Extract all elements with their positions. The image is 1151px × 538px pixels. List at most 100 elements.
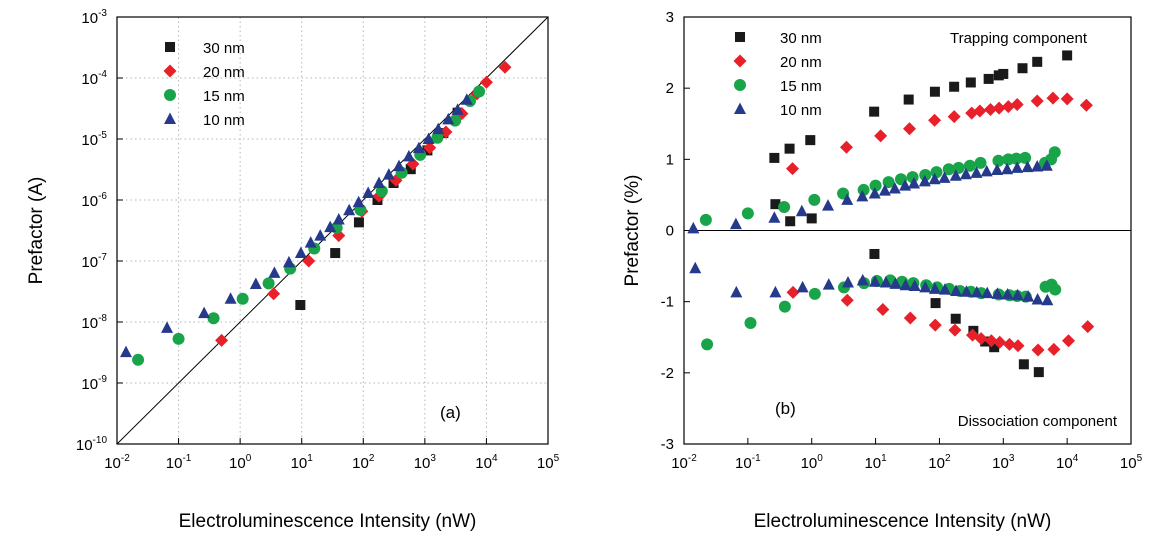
y-tick-label-exponent: -4: [98, 69, 107, 80]
legend-label: 10 nm: [203, 112, 245, 129]
data-point: [1011, 288, 1024, 301]
data-point: [1081, 320, 1095, 334]
data-point: [1033, 367, 1044, 378]
y-tick-label: 10-6: [81, 191, 107, 210]
x-axis-title: Electroluminescence Intensity (nW): [179, 511, 477, 532]
data-point: [841, 275, 854, 288]
y-tick-label-exponent: -8: [98, 313, 107, 324]
y-tick-label: -3: [661, 436, 674, 453]
legend-label: 20 nm: [780, 54, 822, 71]
x-tick-label-base: 10: [928, 455, 945, 472]
data-point: [841, 193, 854, 205]
gridlines: [117, 17, 548, 444]
data-point: [268, 266, 281, 278]
data-point: [382, 168, 395, 180]
y-tick-label: 10-5: [81, 130, 107, 149]
data-point: [479, 75, 493, 89]
legend-marker: [735, 32, 745, 42]
data-point: [991, 287, 1004, 299]
legend-marker: [165, 42, 175, 52]
x-tick-label-exponent: -2: [688, 453, 697, 464]
data-point: [778, 201, 791, 214]
data-point: [908, 279, 921, 292]
data-point: [879, 275, 892, 288]
data-point: [950, 284, 963, 296]
data-point: [1040, 159, 1053, 171]
data-point: [785, 162, 799, 176]
data-point: [808, 287, 821, 300]
x-tick-label-exponent: 3: [1009, 453, 1015, 464]
data-point: [392, 159, 405, 172]
data-point: [806, 213, 817, 224]
data-point: [295, 299, 306, 310]
data-point: [899, 278, 912, 291]
data-point: [768, 211, 781, 223]
data-point: [1046, 91, 1060, 105]
y-tick-label: 10-4: [81, 69, 107, 88]
y-tick-label-base: 10: [81, 71, 98, 88]
data-point: [498, 60, 512, 74]
x-tick-label: 10-1: [166, 453, 192, 472]
data-point: [856, 189, 869, 202]
legend-marker: [163, 64, 177, 78]
data-point: [903, 122, 917, 136]
data-point: [918, 174, 931, 187]
data-point: [796, 280, 809, 293]
legend-marker: [734, 79, 746, 91]
data-point: [948, 323, 962, 337]
data-point: [903, 94, 914, 105]
data-point: [903, 311, 917, 325]
data-point: [352, 195, 365, 208]
data-point: [687, 221, 700, 234]
data-point: [215, 333, 229, 347]
y-tick-label-exponent: -10: [93, 435, 108, 446]
data-point: [1017, 63, 1028, 74]
x-tick-label-base: 10: [291, 455, 308, 472]
data-point: [993, 335, 1007, 349]
data-point: [974, 156, 987, 169]
data-point: [947, 110, 961, 124]
panel-label: (b): [775, 399, 796, 418]
x-tick-label: 10-1: [735, 453, 761, 472]
series-30-nm: [769, 50, 1073, 378]
x-tick-label-base: 10: [1056, 455, 1073, 472]
x-tick-label: 10-2: [671, 453, 697, 472]
plot-frame: [116, 16, 549, 445]
legend-label: 10 nm: [780, 102, 822, 119]
data-point: [888, 182, 901, 194]
annotation-trapping: Trapping component: [950, 30, 1088, 47]
data-point: [928, 172, 941, 185]
data-point: [981, 286, 994, 299]
data-point: [963, 159, 976, 172]
data-point: [1022, 290, 1035, 302]
data-point: [304, 236, 317, 248]
data-point: [770, 199, 781, 210]
chart-panel-a: 10-2 10-1 100 101 102 103 104 10510-1010-910-81…: [26, 8, 560, 532]
data-point: [970, 166, 983, 178]
data-point: [423, 141, 437, 155]
data-point: [729, 217, 742, 230]
x-tick-label: 100: [801, 453, 824, 472]
legend-label: 20 nm: [203, 64, 245, 81]
x-tick-label: 104: [1056, 453, 1079, 472]
x-tick-label: 101: [864, 453, 887, 472]
x-tick-label: 105: [1120, 453, 1143, 472]
data-point: [795, 204, 808, 217]
data-point: [874, 129, 888, 143]
data-point: [938, 171, 951, 183]
data-point: [950, 313, 961, 324]
data-point: [353, 217, 364, 228]
data-point: [1001, 288, 1014, 300]
x-tick-label-exponent: 2: [369, 453, 375, 464]
x-tick-label-base: 10: [671, 455, 688, 472]
series-15-nm: [132, 85, 486, 366]
data-point: [919, 280, 932, 293]
data-point: [1060, 92, 1074, 106]
x-tick-label-exponent: -1: [752, 453, 761, 464]
data-point: [869, 179, 882, 192]
data-point: [207, 312, 220, 325]
data-point: [282, 255, 295, 268]
data-point: [699, 213, 712, 226]
